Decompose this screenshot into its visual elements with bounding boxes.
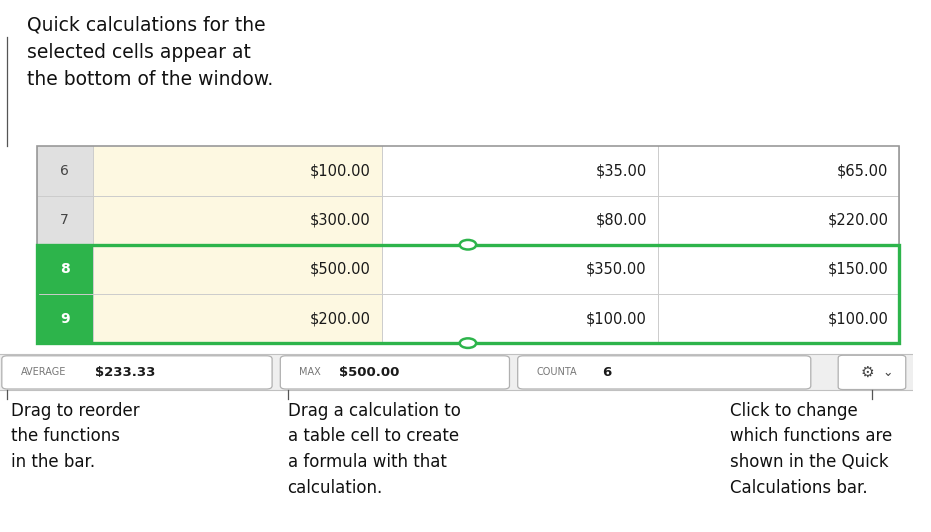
Text: =: = bbox=[53, 360, 66, 375]
Bar bbox=[36, 245, 899, 343]
Text: $300.00: $300.00 bbox=[310, 213, 371, 228]
Bar bbox=[36, 294, 92, 343]
Text: AVERAGE: AVERAGE bbox=[21, 368, 66, 377]
Text: $65.00: $65.00 bbox=[837, 163, 888, 178]
Bar bbox=[382, 146, 658, 196]
Circle shape bbox=[857, 355, 897, 379]
Text: MAX: MAX bbox=[300, 368, 321, 377]
Text: $500.00: $500.00 bbox=[339, 366, 399, 379]
Bar bbox=[92, 195, 382, 245]
Text: $350.00: $350.00 bbox=[587, 262, 647, 277]
Text: 6: 6 bbox=[61, 164, 69, 178]
Circle shape bbox=[39, 355, 79, 379]
Text: Drag to reorder
the functions
in the bar.: Drag to reorder the functions in the bar… bbox=[11, 402, 140, 471]
Text: Click to change
which functions are
shown in the Quick
Calculations bar.: Click to change which functions are show… bbox=[731, 402, 893, 497]
FancyBboxPatch shape bbox=[838, 355, 906, 389]
Bar bbox=[658, 195, 899, 245]
Text: $150.00: $150.00 bbox=[828, 262, 888, 277]
Text: ↵: ↵ bbox=[870, 360, 883, 375]
Bar bbox=[658, 146, 899, 196]
Bar bbox=[92, 245, 382, 294]
Bar bbox=[36, 195, 92, 245]
Text: $500.00: $500.00 bbox=[310, 262, 371, 277]
Text: $200.00: $200.00 bbox=[310, 311, 371, 326]
Bar bbox=[382, 195, 658, 245]
Text: ⚙: ⚙ bbox=[860, 365, 874, 380]
Text: 9: 9 bbox=[60, 312, 70, 326]
Bar bbox=[92, 146, 382, 196]
Text: $100.00: $100.00 bbox=[586, 311, 647, 326]
Circle shape bbox=[460, 338, 476, 348]
Bar bbox=[36, 245, 92, 294]
Text: 7: 7 bbox=[61, 213, 69, 227]
Text: Quick calculations for the
selected cells appear at
the bottom of the window.: Quick calculations for the selected cell… bbox=[27, 16, 274, 89]
Bar bbox=[36, 146, 899, 343]
Text: $100.00: $100.00 bbox=[828, 311, 888, 326]
FancyBboxPatch shape bbox=[280, 356, 509, 389]
FancyBboxPatch shape bbox=[2, 356, 272, 389]
Text: 8: 8 bbox=[60, 262, 70, 276]
FancyBboxPatch shape bbox=[518, 356, 811, 389]
Bar bbox=[658, 245, 899, 294]
Text: $35.00: $35.00 bbox=[596, 163, 647, 178]
Text: $100.00: $100.00 bbox=[310, 163, 371, 178]
Text: Drag a calculation to
a table cell to create
a formula with that
calculation.: Drag a calculation to a table cell to cr… bbox=[288, 402, 461, 497]
Text: $220.00: $220.00 bbox=[828, 213, 888, 228]
Bar bbox=[382, 294, 658, 343]
Text: COUNTA: COUNTA bbox=[537, 368, 577, 377]
Text: $233.33: $233.33 bbox=[95, 366, 155, 379]
Bar bbox=[36, 146, 92, 196]
Circle shape bbox=[460, 240, 476, 250]
Bar bbox=[0, 354, 913, 390]
Bar bbox=[658, 294, 899, 343]
Text: $80.00: $80.00 bbox=[595, 213, 647, 228]
Text: ⌄: ⌄ bbox=[883, 366, 893, 379]
Bar bbox=[92, 294, 382, 343]
Bar bbox=[382, 245, 658, 294]
Text: 6: 6 bbox=[602, 366, 612, 379]
